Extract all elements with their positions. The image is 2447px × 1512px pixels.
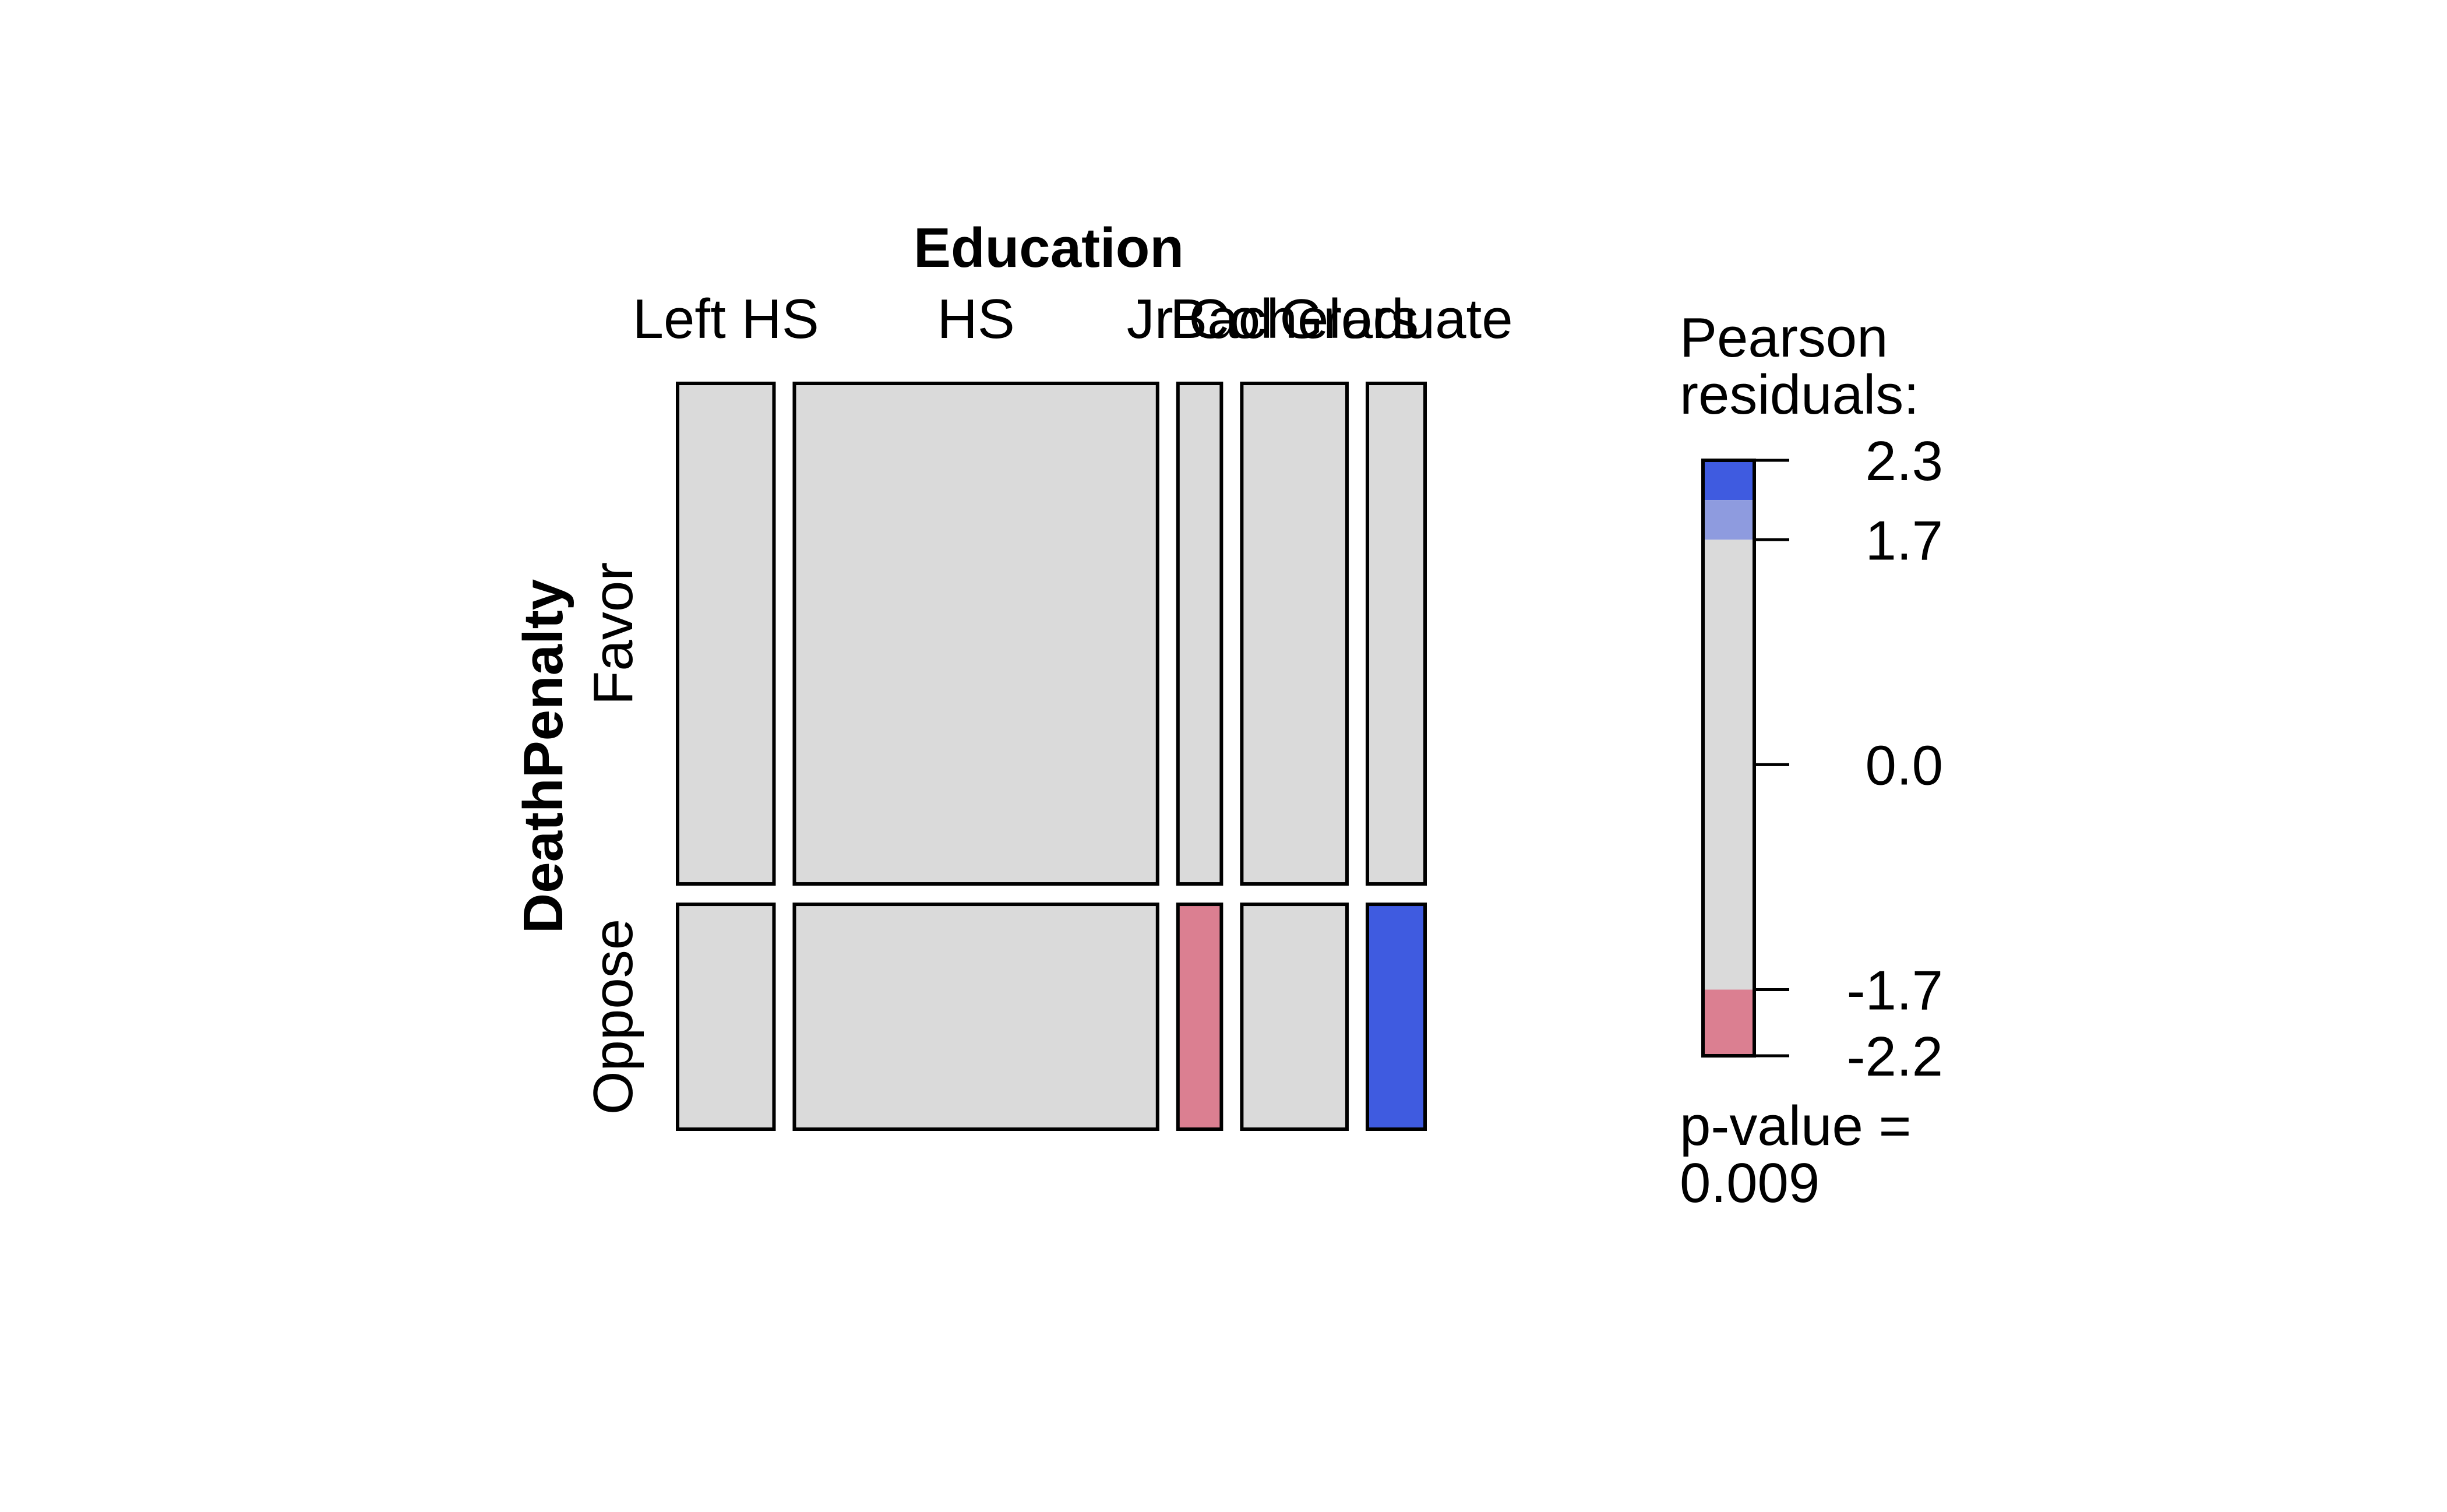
tile-jr-col-oppose <box>1176 903 1224 1132</box>
legend-tick-label-0: 2.3 <box>1866 430 1943 492</box>
legend-color-bar <box>1701 459 1756 1058</box>
legend-tick-label-3: -1.7 <box>1847 959 1943 1021</box>
row-axis-title: DeathPenalty <box>512 579 574 933</box>
row-label-oppose: Oppose <box>582 919 644 1115</box>
column-label-jr-col: Jr Col <box>1127 288 1273 350</box>
row-label-favor: Favor <box>582 562 644 705</box>
tile-left-hs-favor <box>676 382 776 886</box>
tile-left-hs-oppose <box>676 903 776 1132</box>
legend-title-line1: Pearson <box>1680 306 1888 369</box>
column-label-graduate: Graduate <box>1279 288 1512 350</box>
legend-band-1 <box>1703 500 1754 540</box>
tile-bachelors-favor <box>1240 382 1349 886</box>
pvalue-line2: 0.009 <box>1680 1152 1820 1214</box>
legend-band-0 <box>1703 460 1754 501</box>
tile-graduate-oppose <box>1365 903 1427 1132</box>
column-label-hs: HS <box>937 288 1014 350</box>
legend-tick-label-2: 0.0 <box>1866 734 1943 796</box>
legend-bar-outline <box>1701 459 1756 1058</box>
residuals-legend: Pearson residuals: 2.3 1.7 0.0 -1.7-2.2 p-v… <box>1680 306 1943 1214</box>
pvalue-line1: p-value = <box>1680 1095 1912 1157</box>
legend-band-3 <box>1703 989 1754 1056</box>
column-label-bachelors: Bachelors <box>1170 288 1419 350</box>
tile-graduate-favor <box>1365 382 1427 886</box>
tile-hs-oppose <box>792 903 1159 1132</box>
legend-ticks: 2.3 1.7 0.0 -1.7-2.2 <box>1754 430 1943 1088</box>
legend-tick-label-1: 1.7 <box>1866 509 1943 572</box>
tile-hs-favor <box>792 382 1159 886</box>
column-label-left-hs: Left HS <box>633 288 819 350</box>
tile-jr-col-favor <box>1176 382 1224 886</box>
legend-tick-label-4: -2.2 <box>1847 1025 1943 1088</box>
tile-bachelors-oppose <box>1240 903 1349 1132</box>
column-axis-title: Education <box>914 217 1184 279</box>
legend-band-2 <box>1703 540 1754 990</box>
row-labels: Favor Oppose <box>582 562 644 1115</box>
mosaic-tiles <box>676 382 1427 1132</box>
legend-title-line2: residuals: <box>1680 364 1919 426</box>
